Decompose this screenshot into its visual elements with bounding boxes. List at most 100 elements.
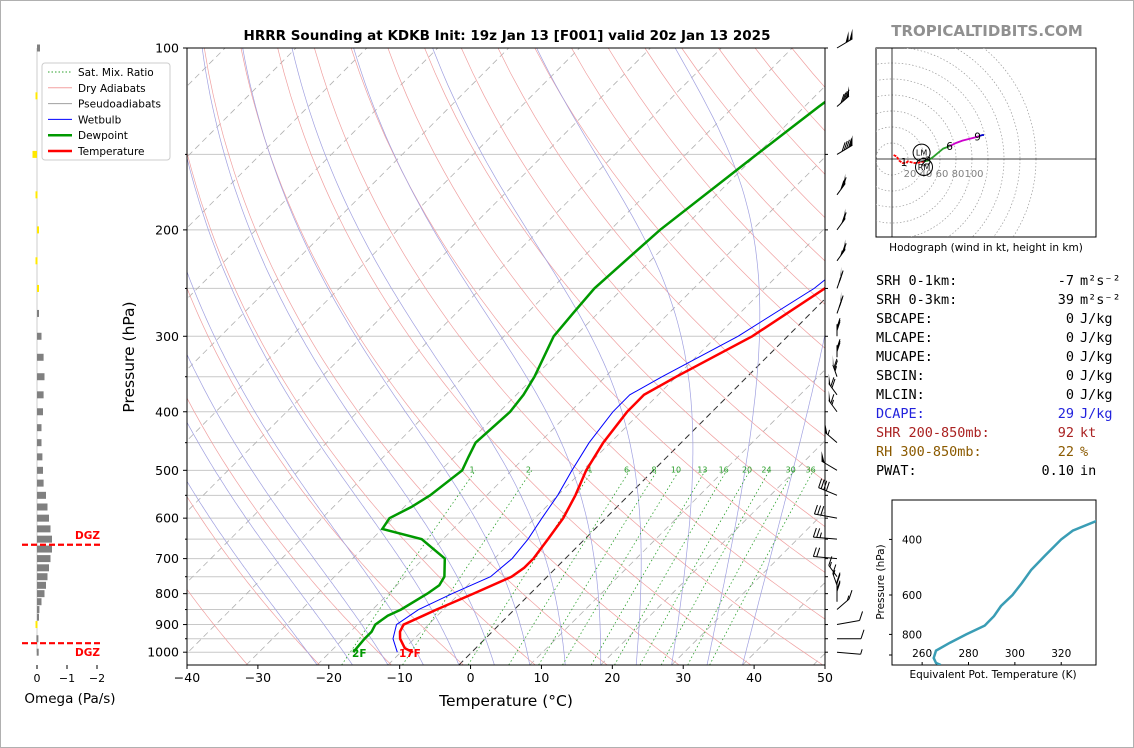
mixing-ratio-line <box>687 470 794 665</box>
omega-bar <box>37 581 46 589</box>
isotherm-line <box>316 156 825 665</box>
mixing-ratio-line <box>709 470 814 665</box>
isotherm-line <box>187 48 793 654</box>
omega-bar <box>37 598 42 606</box>
x-tick-label: 30 <box>675 670 691 685</box>
pseudoadiabat-line <box>432 48 642 665</box>
param-value: 0 <box>1065 349 1074 365</box>
omega-bar <box>37 573 48 581</box>
x-tick-label: 0 <box>467 670 475 685</box>
param-unit: kt <box>1080 425 1097 441</box>
wind-barb-full <box>842 177 847 187</box>
wind-barb-full <box>836 580 841 590</box>
param-unit: J/kg <box>1080 368 1113 384</box>
mixing-ratio-label: 16 <box>719 466 729 475</box>
wind-barb-full <box>836 340 841 351</box>
pseudoadiabat-line <box>242 48 531 665</box>
omega-bar <box>37 332 42 340</box>
wind-barb-shaft <box>814 513 838 519</box>
dry-adiabat-line <box>187 588 248 665</box>
param-unit: m²s⁻² <box>1080 292 1121 308</box>
wind-barb-shaft <box>828 565 838 578</box>
param-value: 0.10 <box>1041 463 1074 479</box>
pseudoadiabat-line <box>291 48 566 665</box>
wetbulb-profile <box>392 279 825 653</box>
omega-bar <box>37 466 43 474</box>
y-tick-label: 700 <box>155 551 179 566</box>
param-label: SHR 200-850mb: <box>876 425 990 441</box>
param-unit: % <box>1080 444 1089 460</box>
omega-bar <box>37 44 40 52</box>
theta-e-xlabel: Equivalent Pot. Temperature (K) <box>909 669 1076 681</box>
mixing-ratio-line <box>341 470 477 665</box>
param-row: SBCAPE: 0 J/kg <box>876 310 1121 329</box>
dry-adiabat-line <box>350 48 825 620</box>
param-row: RH 300-850mb: 22% <box>876 443 1121 462</box>
hodograph-ring-label: 60 <box>936 169 949 180</box>
wind-barb-shaft <box>832 573 838 586</box>
y-axis-label: Pressure (hPa) <box>120 301 138 412</box>
dry-adiabat-line <box>460 48 825 482</box>
wind-barb-full <box>817 505 822 515</box>
mixing-ratio-line <box>639 470 751 665</box>
wind-barb <box>836 291 844 314</box>
wind-barb-shaft <box>813 556 838 560</box>
skewt-profiles <box>352 100 825 654</box>
hodograph-segment <box>923 145 950 163</box>
wind-barb <box>836 28 853 49</box>
wind-barb <box>836 86 850 107</box>
pseudoadiabat-line <box>187 270 424 665</box>
wind-barb-full <box>836 342 841 352</box>
wind-barb <box>836 266 844 289</box>
mixing-ratio-label: 1 <box>469 466 474 475</box>
hodograph-frame <box>875 47 1097 238</box>
omega-bar <box>37 439 42 447</box>
wind-barb-full <box>836 339 841 349</box>
x-tick-label: 50 <box>817 670 833 685</box>
omega-axis-label: Omega (Pa/s) <box>24 691 115 707</box>
mixing-ratio-label: 24 <box>761 466 771 475</box>
wind-barb <box>812 547 838 560</box>
y-tick-label: 900 <box>155 617 179 632</box>
wind-barb-full <box>840 180 845 190</box>
pseudoadiabat-line <box>353 48 602 665</box>
x-tick-label: −40 <box>174 670 200 685</box>
param-unit: J/kg <box>1080 311 1113 327</box>
isotherm-line <box>245 85 825 665</box>
hodograph-caption: Hodograph (wind in kt, height in km) <box>889 242 1083 254</box>
wind-barb-full <box>842 243 847 253</box>
wind-barb-full <box>859 611 864 621</box>
hodograph-height-label: 6 <box>946 141 953 153</box>
hodograph-ring-label: 20 <box>904 169 917 180</box>
mixing-ratio-line <box>562 470 680 665</box>
wind-barb-full <box>833 360 838 370</box>
wind-barb-full <box>848 590 853 600</box>
theta-e-frame <box>891 499 1097 666</box>
surface-temperature-label: 17F <box>399 648 421 660</box>
param-row: SRH 0-3km: 39 m²s⁻² <box>876 291 1121 310</box>
mixing-ratio-label: 13 <box>697 466 707 475</box>
sounding-parameters: SRH 0-1km: -7 m²s⁻² SRH 0-3km: 39 m²s⁻² SBCAPE… <box>876 272 1121 481</box>
wind-barb <box>832 354 838 377</box>
omega-bar <box>35 191 38 199</box>
wind-barb-full <box>841 178 846 189</box>
pseudoadiabat-line <box>187 156 460 665</box>
wind-barb-full <box>836 321 841 331</box>
omega-bar <box>37 606 40 614</box>
wind-barb-full <box>836 319 841 330</box>
y-tick-label: 200 <box>155 222 179 237</box>
y-tick-label: 100 <box>155 41 179 56</box>
wind-barb-full <box>848 138 853 148</box>
omega-panel: 0 −1 −2 DGZ DGZ <box>22 44 105 685</box>
hodograph-segment <box>949 134 981 148</box>
wind-barb-full <box>843 140 848 151</box>
theta-e-x-tick-label: 260 <box>912 648 932 660</box>
mixing-ratio-line <box>614 470 728 665</box>
pseudoadiabat-line <box>536 48 694 665</box>
wind-barb <box>836 590 853 610</box>
wind-barb <box>836 318 841 337</box>
omega-bar <box>37 535 52 543</box>
watermark: TROPICALTIDBITS.COM <box>891 22 1083 40</box>
param-label: PWAT: <box>876 463 917 479</box>
wind-barb-full <box>831 378 836 389</box>
